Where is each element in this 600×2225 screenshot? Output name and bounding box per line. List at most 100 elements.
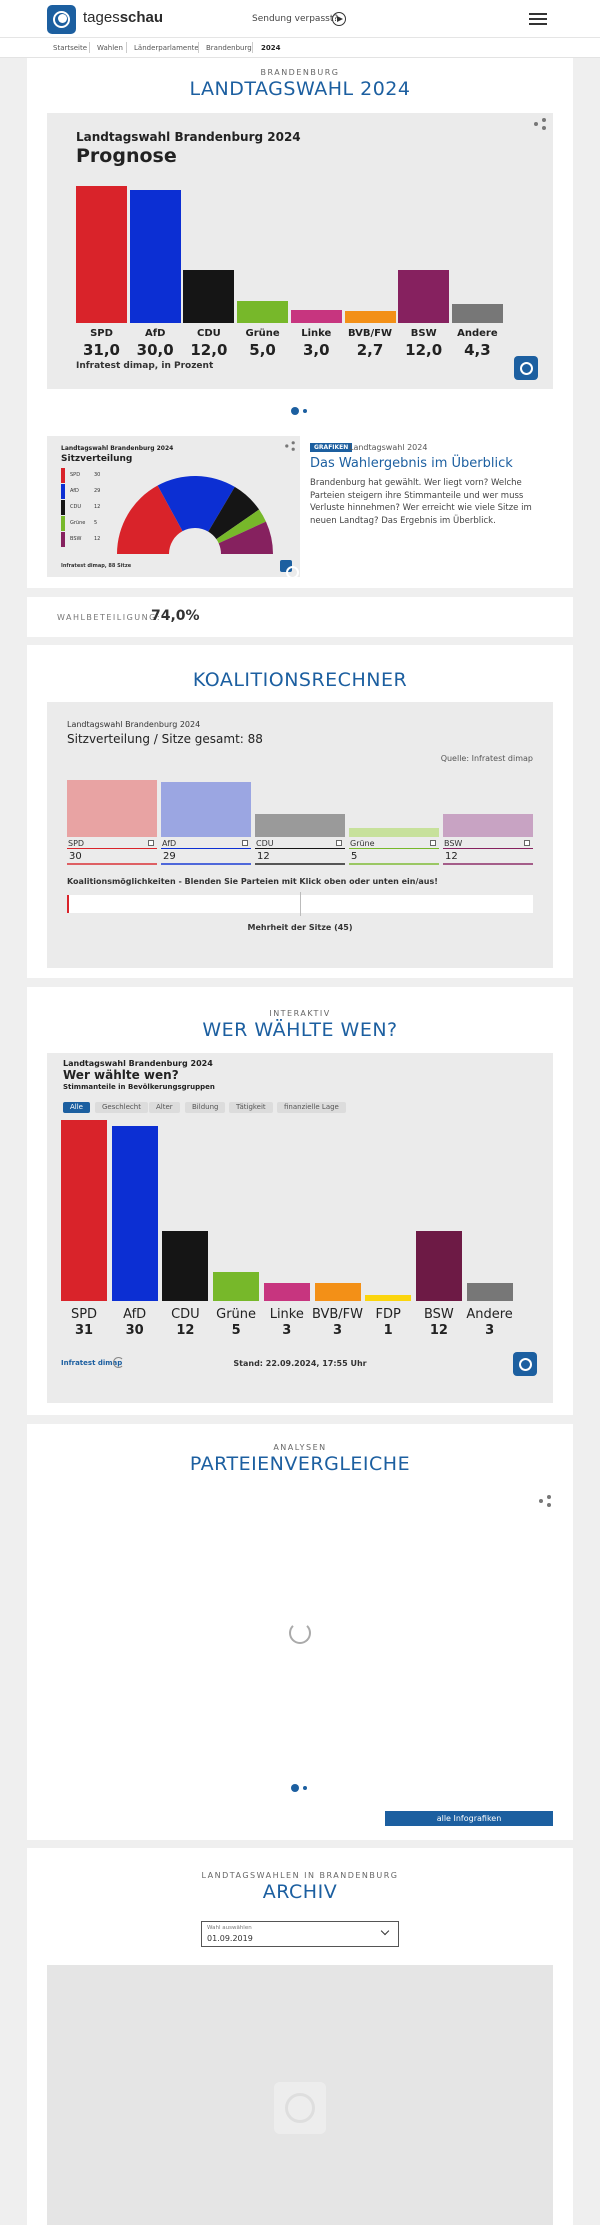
filter-tätigkeit[interactable]: Tätigkeit — [229, 1102, 273, 1113]
hero-kicker: BRANDENBURG — [260, 68, 340, 77]
archiv-title: ARCHIV — [262, 1881, 338, 1903]
majority-label: Mehrheit der Sitze (45) — [247, 923, 353, 932]
tagesschau-badge-icon — [514, 356, 538, 380]
koalition-party-afd[interactable]: AfD — [161, 838, 251, 849]
wer-chart-subtitle: Landtagswahl Brandenburg 2024 — [63, 1059, 213, 1068]
bar-label-grüne: Grüne — [245, 328, 280, 339]
wer-bar-afd[interactable] — [111, 1125, 158, 1301]
koalition-underline — [67, 863, 157, 865]
koalition-bar-grüne[interactable] — [349, 827, 439, 837]
bar-bsw — [398, 269, 450, 323]
wer-bar-value-andere: 3 — [485, 1323, 495, 1338]
koalition-party-label: SPD — [68, 839, 85, 848]
bar-value-afd: 30,0 — [136, 341, 174, 359]
filter-geschlecht[interactable]: Geschlecht — [95, 1102, 148, 1113]
wer-bar-value-cdu: 12 — [176, 1323, 195, 1338]
wer-bar-linke[interactable] — [263, 1283, 310, 1301]
breadcrumb-brandenburg[interactable]: Brandenburg — [206, 44, 252, 52]
koalition-party-spd[interactable]: SPD — [67, 838, 157, 849]
koalition-party-grüne[interactable]: Grüne — [349, 838, 439, 849]
wer-stand: Stand: 22.09.2024, 17:55 Uhr — [233, 1359, 367, 1368]
chevron-down-icon — [380, 1926, 390, 1936]
koalition-bar-afd[interactable] — [161, 781, 251, 837]
bar-andere — [451, 303, 503, 323]
tagesschau-logo-icon[interactable] — [47, 5, 76, 34]
thumb-share-icon[interactable] — [285, 441, 295, 451]
hamburger-menu-icon[interactable] — [529, 13, 547, 25]
bar-cdu — [183, 269, 235, 323]
article-teaser[interactable]: Brandenburg hat gewählt. Wer liegt vorn?… — [310, 478, 532, 526]
wer-chart-sub2: Stimmanteile in Bevölkerungsgruppen — [63, 1083, 215, 1091]
checkbox-icon[interactable] — [148, 840, 154, 846]
koalition-party-label: Grüne — [350, 839, 375, 848]
wer-bar-bsw[interactable] — [415, 1230, 462, 1301]
legend-value-grüne: 5 — [94, 520, 98, 526]
koalition-party-cdu[interactable]: CDU — [255, 838, 345, 849]
koalition-subtitle: Landtagswahl Brandenburg 2024 — [67, 720, 201, 729]
play-icon[interactable] — [332, 12, 346, 26]
checkbox-icon[interactable] — [242, 840, 248, 846]
all-infographics-button[interactable]: alle Infografiken — [385, 1811, 553, 1826]
wer-bar-cdu[interactable] — [162, 1230, 209, 1301]
bar-label-linke: Linke — [301, 328, 332, 339]
wer-bar-label-andere: Andere — [466, 1307, 513, 1322]
checkbox-icon[interactable] — [524, 840, 530, 846]
wer-bar-label-grüne: Grüne — [216, 1307, 257, 1322]
legend-value-afd: 29 — [94, 488, 101, 494]
koalition-party-bsw[interactable]: BSW — [443, 838, 533, 849]
koalition-bar-bsw[interactable] — [443, 814, 533, 837]
carousel-dot[interactable] — [303, 409, 307, 413]
checkbox-icon[interactable] — [430, 840, 436, 846]
wer-bar-value-fdp: 1 — [383, 1323, 393, 1338]
prognose-subtitle: Landtagswahl Brandenburg 2024 — [76, 130, 301, 144]
carousel-dot-active[interactable] — [291, 407, 299, 415]
filter-finanzielle-lage[interactable]: finanzielle Lage — [277, 1102, 346, 1113]
reload-icon[interactable] — [113, 1357, 124, 1368]
archiv-kicker: LANDTAGSWAHLEN IN BRANDENBURG — [201, 1871, 399, 1880]
breadcrumb-laenderparlamente[interactable]: Länderparlamente — [134, 44, 199, 52]
filter-alter[interactable]: Alter — [149, 1102, 180, 1113]
koalition-bar-spd[interactable] — [67, 780, 157, 837]
filter-bildung[interactable]: Bildung — [185, 1102, 226, 1113]
koalition-party-label: AfD — [162, 839, 177, 848]
legend-swatch-cdu — [61, 500, 65, 515]
filter-alle[interactable]: Alle — [63, 1102, 90, 1113]
bar-label-cdu: CDU — [197, 328, 221, 339]
seat-distribution-semicircle — [117, 476, 273, 554]
wer-bar-value-linke: 3 — [282, 1323, 292, 1338]
majority-line — [300, 892, 301, 916]
bar-value-spd: 31,0 — [82, 341, 120, 359]
analysen-share-icon[interactable] — [539, 1495, 551, 1507]
wer-bar-spd[interactable] — [61, 1120, 107, 1301]
bar-label-afd: AfD — [144, 328, 166, 339]
bar-bvb/fw — [344, 311, 396, 323]
analysen-dot-active[interactable] — [291, 1784, 299, 1792]
koalition-bar-cdu[interactable] — [255, 814, 345, 837]
breadcrumb-startseite[interactable]: Startseite — [53, 44, 88, 52]
analysen-dot[interactable] — [303, 1786, 307, 1790]
missed-show-link[interactable]: Sendung verpasst? — [252, 14, 339, 24]
share-icon[interactable] — [534, 118, 546, 130]
legend-value-cdu: 12 — [94, 504, 101, 510]
legend-label-grüne: Grüne — [70, 520, 86, 526]
thumb-source: Infratest dimap, 88 Sitze — [61, 563, 132, 569]
koalition-chart-title: Sitzverteilung / Sitze gesamt: 88 — [67, 732, 263, 746]
article-headline[interactable]: Das Wahlergebnis im Überblick — [310, 456, 513, 471]
wer-bar-bvb/fw[interactable] — [314, 1283, 361, 1301]
prognose-chart: Landtagswahl Brandenburg 2024 Prognose S… — [47, 113, 553, 389]
wer-bar-grüne[interactable] — [213, 1271, 260, 1301]
bar-value-grüne: 5,0 — [249, 341, 276, 359]
thumb-subtitle: Landtagswahl Brandenburg 2024 — [61, 445, 174, 452]
seat-slice-cdu — [208, 486, 260, 540]
wer-bar-andere[interactable] — [466, 1283, 513, 1301]
legend-value-bsw: 12 — [94, 536, 101, 542]
wer-bar-value-grüne: 5 — [231, 1323, 241, 1338]
election-select[interactable]: Wahl auswählen 01.09.2019 — [201, 1921, 399, 1947]
checkbox-icon[interactable] — [336, 840, 342, 846]
breadcrumb-wahlen[interactable]: Wahlen — [97, 44, 123, 52]
tagesschau-logo-text[interactable]: tagesschau — [83, 9, 164, 26]
sitzverteilung-thumbnail[interactable]: Landtagswahl Brandenburg 2024 Sitzvertei… — [47, 436, 300, 579]
parteienvergleiche-panel: ANALYSEN PARTEIENVERGLEICHE alle Infogra… — [27, 1424, 573, 1840]
election-select-value: 01.09.2019 — [207, 1934, 253, 1943]
wer-bar-fdp[interactable] — [365, 1295, 412, 1301]
